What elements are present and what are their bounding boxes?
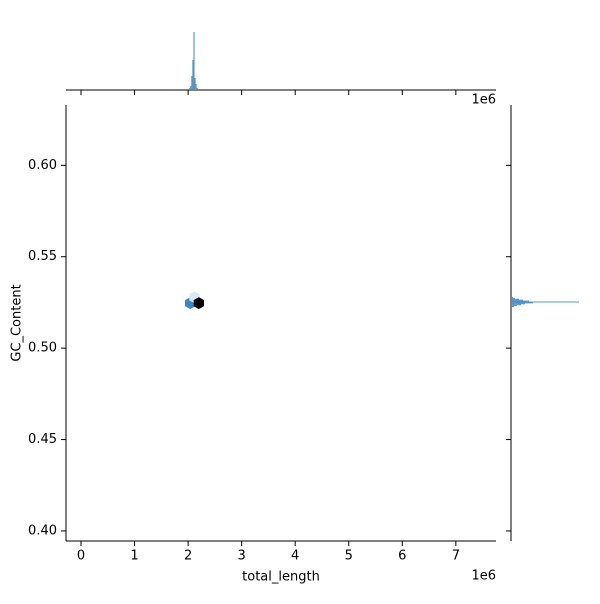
- y-tick-label: 0.40: [28, 523, 57, 538]
- x-tick-label: 3: [238, 549, 246, 564]
- hist-bar: [190, 86, 192, 90]
- hist-bar: [191, 76, 193, 90]
- x-tick-label: 4: [291, 549, 299, 564]
- hist-bar: [511, 298, 519, 300]
- hist-bar: [194, 78, 196, 90]
- hist-bar: [511, 296, 513, 298]
- x-tick-label: 2: [184, 549, 192, 564]
- y-axis-label: GC_Content: [10, 284, 25, 361]
- x-offset: 1e6: [471, 569, 496, 584]
- x-tick-label: 6: [398, 549, 406, 564]
- hist-bar: [511, 305, 517, 307]
- hist-bar: [511, 307, 512, 308]
- hist-bar: [197, 89, 199, 90]
- y-tick-label: 0.45: [28, 432, 57, 447]
- y-tick-label: 0.60: [28, 158, 57, 173]
- hist-bar: [511, 301, 579, 303]
- hist-bar: [193, 32, 195, 90]
- x-tick-label: 1: [130, 549, 138, 564]
- x-tick-label: 5: [345, 549, 353, 564]
- x-offset: 1e6: [471, 93, 496, 108]
- x-axis-label: total_length: [242, 570, 320, 585]
- hist-bar: [511, 300, 529, 302]
- hist-bar: [511, 304, 521, 306]
- hist-bar: [192, 60, 194, 90]
- y-tick-label: 0.55: [28, 249, 57, 264]
- hist-bar: [511, 302, 533, 304]
- y-tick-label: 0.50: [28, 341, 57, 356]
- hist-bar: [188, 89, 190, 90]
- hist-bar: [511, 306, 514, 308]
- hist-bar: [189, 88, 191, 90]
- hex: [193, 297, 204, 310]
- x-tick-label: 0: [77, 549, 85, 564]
- hist-bar: [195, 84, 197, 90]
- x-tick-label: 7: [452, 549, 460, 564]
- hist-bar: [196, 88, 198, 90]
- hist-bar: [511, 297, 515, 299]
- hist-bar: [511, 303, 525, 305]
- hist-bar: [511, 299, 523, 301]
